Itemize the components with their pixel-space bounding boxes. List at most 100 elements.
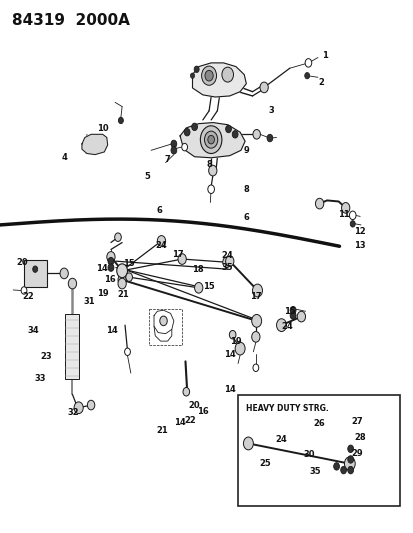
Ellipse shape [118, 278, 126, 289]
Ellipse shape [347, 456, 353, 463]
Ellipse shape [207, 135, 214, 144]
Ellipse shape [118, 274, 126, 285]
Ellipse shape [235, 342, 244, 355]
Ellipse shape [315, 198, 323, 209]
Ellipse shape [252, 364, 258, 372]
Text: 24: 24 [221, 252, 232, 260]
Text: 30: 30 [303, 450, 315, 458]
Text: 84319  2000A: 84319 2000A [12, 13, 130, 28]
Text: 34: 34 [27, 326, 39, 335]
Ellipse shape [347, 466, 353, 474]
Text: 8: 8 [243, 185, 249, 193]
Text: 21: 21 [157, 426, 168, 435]
Text: 17: 17 [172, 251, 183, 259]
Text: 16: 16 [104, 275, 115, 284]
Text: 22: 22 [22, 292, 34, 301]
Ellipse shape [33, 266, 38, 272]
Text: 8: 8 [206, 160, 211, 168]
Text: 15: 15 [203, 282, 214, 291]
Text: 14: 14 [174, 418, 185, 426]
Text: 11: 11 [337, 210, 349, 219]
Bar [237, 395, 399, 506]
Ellipse shape [243, 437, 253, 450]
Text: 24: 24 [155, 241, 167, 249]
Text: 24: 24 [281, 322, 293, 330]
Bar [65, 314, 79, 379]
Ellipse shape [266, 134, 272, 142]
Ellipse shape [349, 211, 355, 220]
Ellipse shape [74, 402, 83, 414]
Ellipse shape [340, 466, 346, 474]
Ellipse shape [68, 278, 76, 289]
Text: 20: 20 [188, 401, 200, 409]
Text: 31: 31 [83, 297, 95, 305]
Text: 25: 25 [259, 459, 270, 468]
Polygon shape [192, 63, 246, 97]
Ellipse shape [349, 221, 354, 227]
Ellipse shape [107, 252, 115, 262]
Ellipse shape [21, 287, 27, 294]
Text: 15: 15 [123, 260, 135, 268]
Ellipse shape [194, 66, 199, 72]
Text: 13: 13 [354, 241, 365, 249]
Ellipse shape [116, 264, 127, 278]
Bar [24, 260, 47, 287]
Text: 6: 6 [156, 206, 162, 214]
Text: 35: 35 [221, 263, 232, 272]
Ellipse shape [225, 125, 231, 133]
Ellipse shape [207, 185, 214, 193]
Ellipse shape [232, 131, 237, 138]
Text: 2: 2 [317, 78, 323, 87]
Text: 26: 26 [312, 419, 324, 428]
Ellipse shape [290, 312, 295, 319]
Ellipse shape [200, 126, 221, 154]
Ellipse shape [157, 236, 165, 246]
Text: 14: 14 [223, 350, 235, 359]
Text: 16: 16 [197, 407, 208, 416]
Ellipse shape [276, 319, 286, 332]
Text: HEAVY DUTY STRG.: HEAVY DUTY STRG. [245, 404, 328, 413]
Ellipse shape [190, 73, 194, 78]
Text: 7: 7 [164, 156, 170, 164]
Text: 35: 35 [309, 467, 320, 476]
Ellipse shape [118, 117, 123, 124]
Ellipse shape [60, 268, 68, 279]
Ellipse shape [204, 131, 217, 148]
Ellipse shape [297, 311, 305, 322]
Text: 6: 6 [243, 213, 249, 222]
Text: 23: 23 [40, 352, 52, 360]
Ellipse shape [183, 387, 189, 396]
Ellipse shape [184, 128, 190, 136]
Ellipse shape [108, 264, 114, 271]
Polygon shape [180, 123, 244, 158]
Ellipse shape [159, 316, 167, 326]
Ellipse shape [191, 123, 197, 131]
Ellipse shape [304, 59, 311, 67]
Ellipse shape [304, 72, 309, 79]
Polygon shape [82, 134, 107, 155]
Text: 19: 19 [230, 337, 241, 345]
Text: 21: 21 [117, 290, 129, 298]
Text: 32: 32 [67, 408, 79, 417]
Ellipse shape [124, 348, 130, 356]
Text: 19: 19 [97, 289, 108, 297]
Ellipse shape [221, 67, 233, 82]
Ellipse shape [222, 257, 230, 268]
Ellipse shape [252, 284, 262, 297]
Ellipse shape [290, 306, 295, 314]
Ellipse shape [225, 256, 233, 266]
Text: 18: 18 [192, 265, 203, 274]
Text: 14: 14 [95, 264, 107, 272]
Ellipse shape [347, 445, 353, 453]
Ellipse shape [251, 314, 261, 327]
Text: 4: 4 [61, 153, 67, 161]
Text: 28: 28 [354, 433, 365, 441]
Ellipse shape [229, 330, 235, 339]
Ellipse shape [181, 143, 187, 151]
Ellipse shape [171, 147, 176, 154]
Text: 12: 12 [354, 228, 365, 236]
Ellipse shape [114, 233, 121, 241]
Ellipse shape [208, 165, 216, 176]
Ellipse shape [171, 140, 176, 148]
Text: 1: 1 [321, 52, 327, 60]
